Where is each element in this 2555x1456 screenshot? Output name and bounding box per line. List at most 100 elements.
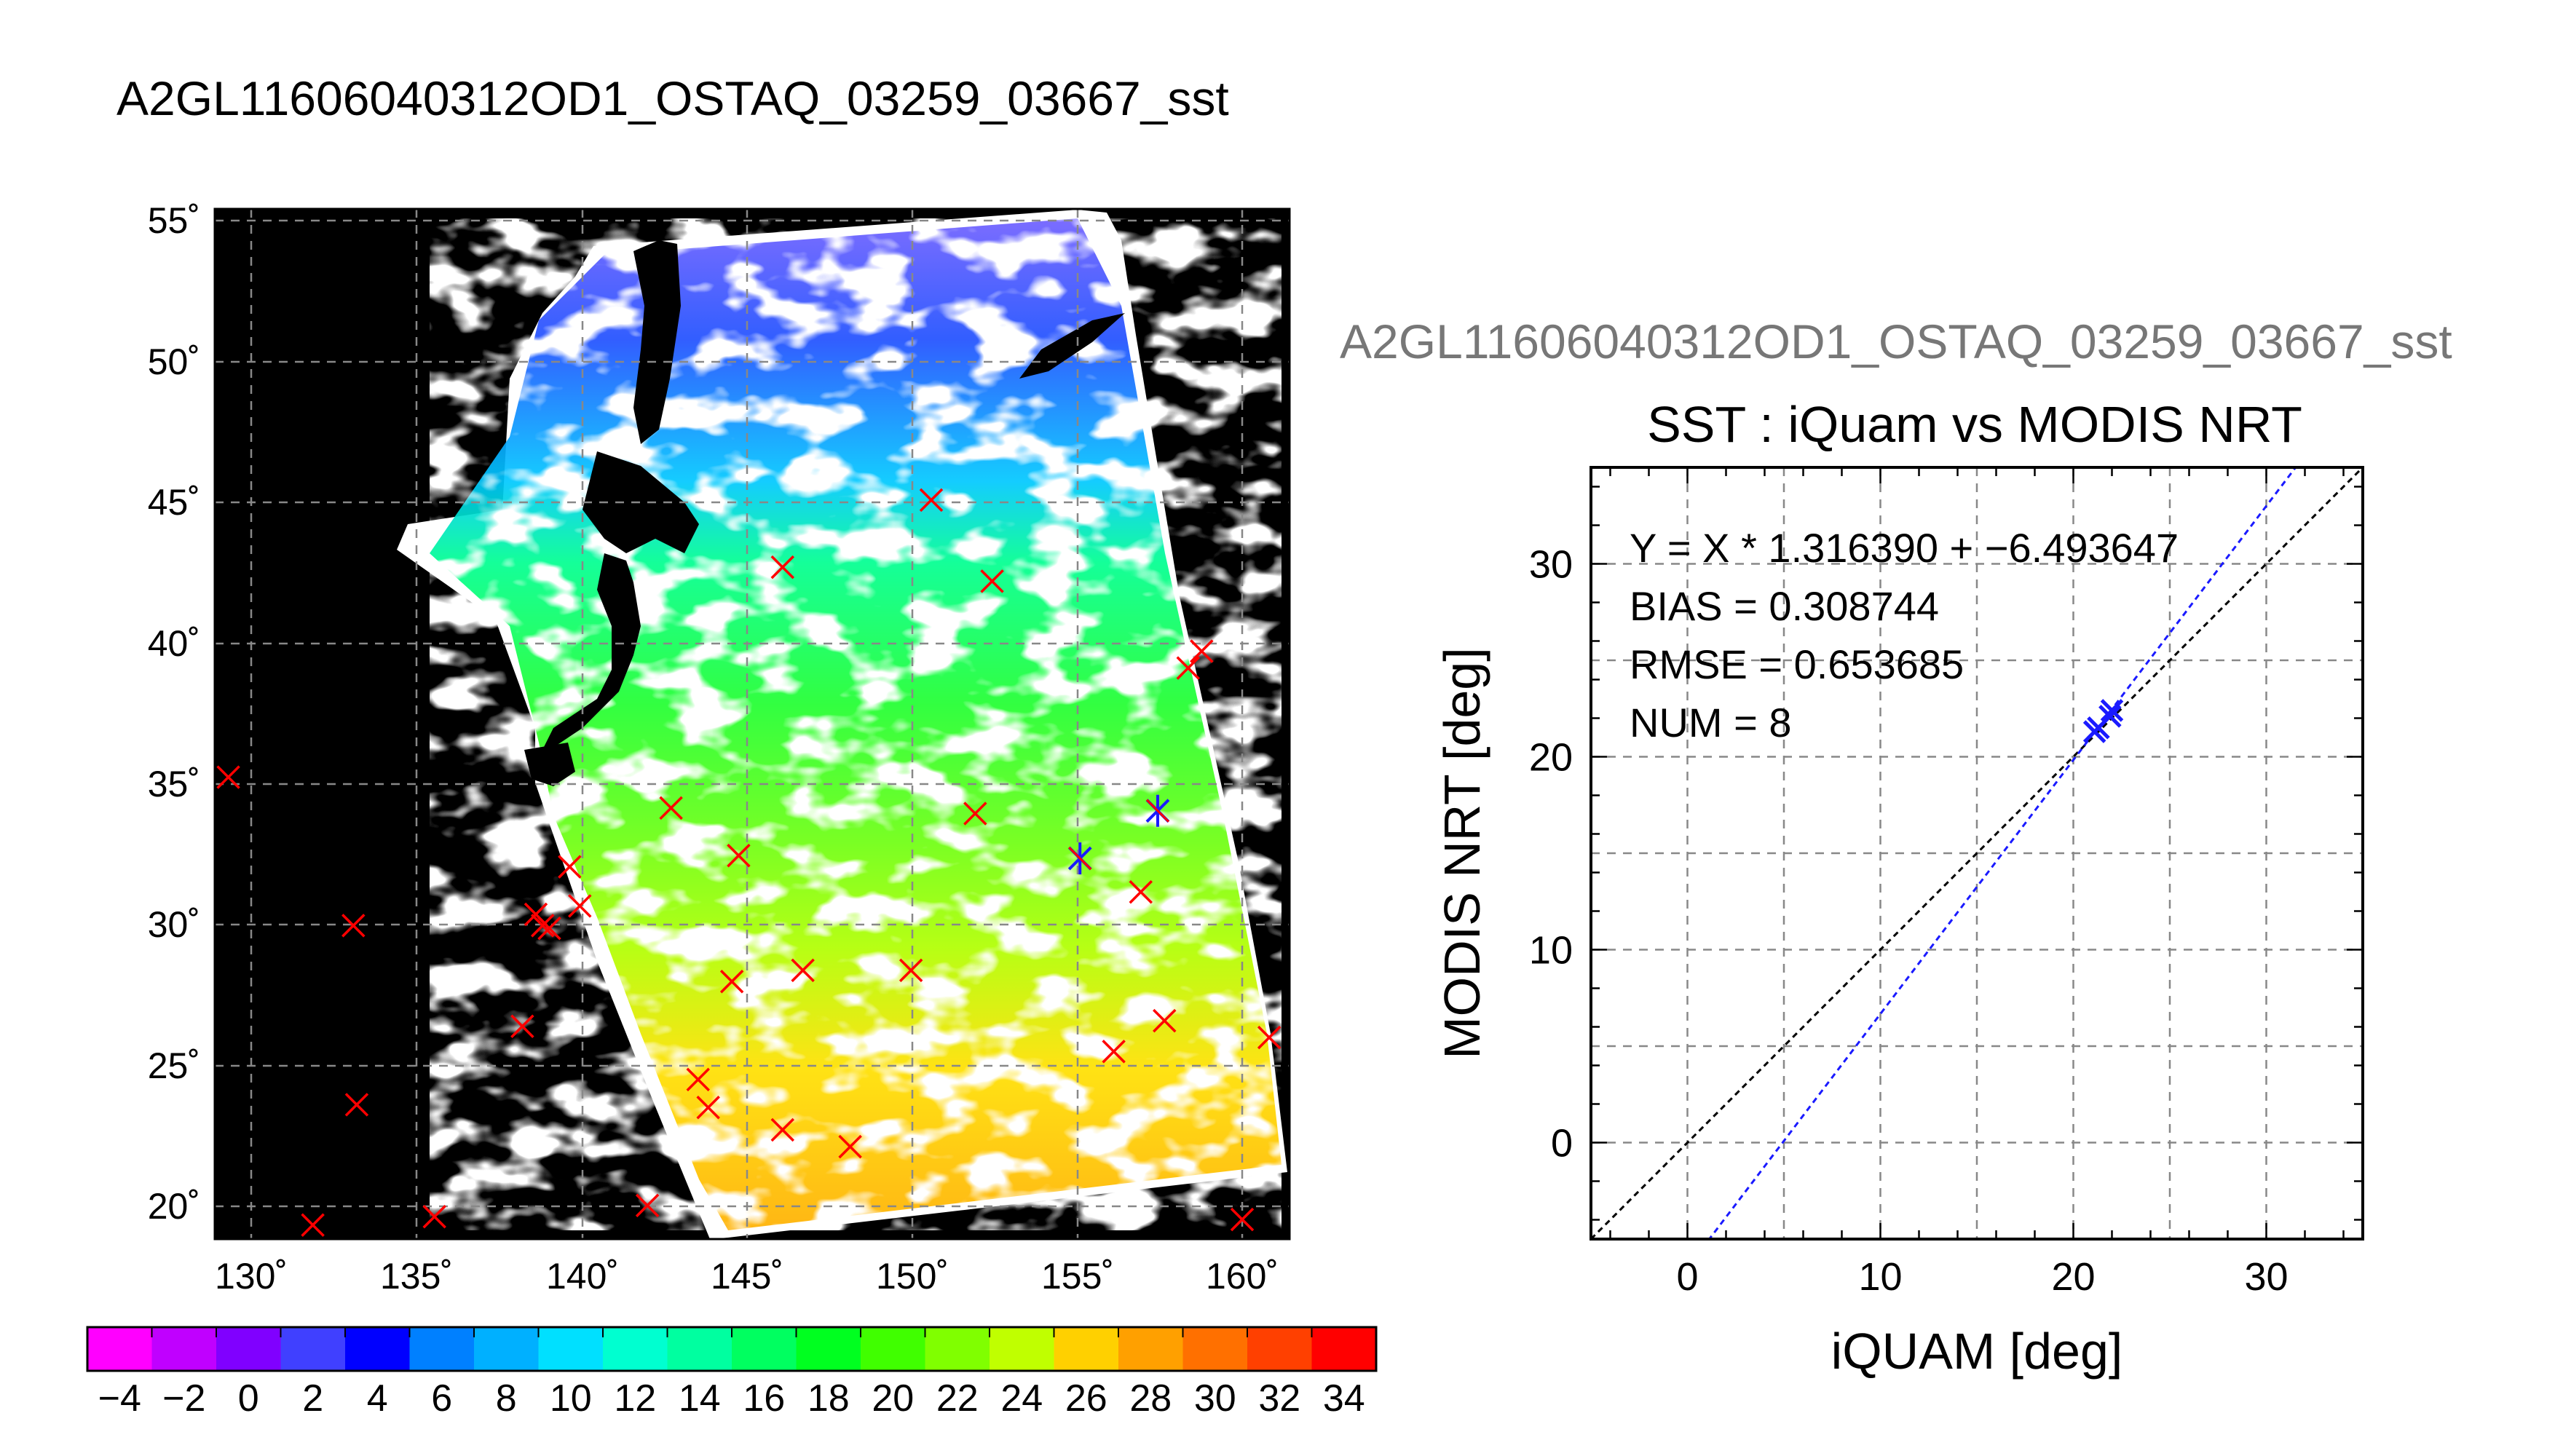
data-point — [2098, 705, 2122, 728]
matchup-marker — [963, 802, 987, 826]
matchup-marker — [1190, 639, 1214, 663]
colorbar-tick-label: 2 — [302, 1377, 323, 1420]
colorbar-tick-label: 22 — [936, 1377, 979, 1420]
colorbar-cell — [1182, 1327, 1248, 1371]
data-point — [2100, 699, 2124, 722]
scatter-grid — [1591, 467, 2363, 1239]
colorbar-tick-label: −4 — [98, 1377, 141, 1420]
lat-tick-label: 20˚ — [148, 1186, 200, 1227]
x-tick-label: 20 — [2051, 1255, 2095, 1299]
colorbar-cell — [1311, 1327, 1377, 1371]
rmse-stat: RMSE = 0.653685 — [1630, 641, 1964, 687]
scatter-title: SST : iQuam vs MODIS NRT — [1647, 396, 2302, 453]
colorbar-tick-label: 18 — [807, 1377, 850, 1420]
colorbar-cell — [861, 1327, 925, 1371]
matchup-marker — [635, 1193, 660, 1218]
colorbar-cell — [1118, 1327, 1183, 1371]
matchup-marker — [980, 569, 1004, 593]
lon-tick-label: 140˚ — [546, 1256, 619, 1297]
matchup-marker — [1176, 656, 1200, 680]
map-grid — [215, 209, 1290, 1239]
colorbar-frame — [86, 1326, 1378, 1372]
colorbar-tick-label: 12 — [614, 1377, 656, 1420]
matchup-marker — [301, 1213, 325, 1238]
map-frame — [213, 207, 1291, 1241]
colorbar: −4 −2 0 2 4 6 8 10 12 14 16 18 20 22 24 26 28 30 32 34 — [86, 1326, 1378, 1420]
x-tick-label: 0 — [1676, 1255, 1698, 1299]
colorbar-tick-label: 16 — [743, 1377, 785, 1420]
matchup-marker — [216, 765, 240, 789]
valid-matchup-marker — [1145, 794, 1170, 827]
colorbar-cell — [925, 1327, 990, 1371]
colorbar-cell — [151, 1327, 217, 1371]
regression-line — [1707, 467, 2297, 1239]
lat-tick-label: 30˚ — [148, 904, 200, 945]
lat-axis-labels: 55˚ 50˚ 45˚ 40˚ 35˚ 30˚ 25˚ 20˚ — [148, 200, 200, 1227]
lon-tick-label: 130˚ — [215, 1256, 288, 1297]
lat-tick-label: 25˚ — [148, 1045, 200, 1086]
colorbar-cell — [1247, 1327, 1312, 1371]
colorbar-cell — [474, 1327, 539, 1371]
matchup-marker — [558, 855, 582, 879]
matchup-marker — [341, 914, 366, 938]
colorbar-tick-label: 30 — [1194, 1377, 1236, 1420]
matchup-marker — [659, 796, 683, 820]
colorbar-tick-label: 26 — [1065, 1377, 1107, 1420]
lat-tick-label: 50˚ — [148, 341, 200, 382]
map-markers — [216, 488, 1282, 1238]
y-tick-label: 30 — [1529, 543, 1573, 587]
colorbar-tick-label: 24 — [1000, 1377, 1043, 1420]
matchup-marker — [510, 1014, 534, 1039]
colorbar-cell — [538, 1327, 604, 1371]
land-masses — [524, 240, 1125, 786]
bias-stat: BIAS = 0.308744 — [1630, 583, 1939, 629]
colorbar-cell — [345, 1327, 410, 1371]
colorbar-cell — [603, 1327, 668, 1371]
y-tick-label: 20 — [1529, 736, 1573, 780]
matchup-marker — [1102, 1040, 1126, 1064]
valid-matchup-marker — [1067, 842, 1092, 875]
lon-tick-label: 145˚ — [711, 1256, 783, 1297]
lat-tick-label: 40˚ — [148, 623, 200, 664]
map-title: A2GL11606040312OD1_OSTAQ_03259_03667_sst — [117, 71, 1229, 125]
lat-tick-label: 45˚ — [148, 482, 200, 523]
colorbar-cells — [87, 1327, 1377, 1371]
colorbar-tick-label: −2 — [162, 1377, 205, 1420]
lat-tick-label: 55˚ — [148, 200, 200, 241]
matchup-marker — [537, 916, 561, 941]
colorbar-cell — [87, 1327, 152, 1371]
colorbar-tick-label: 0 — [238, 1377, 259, 1420]
lat-tick-label: 35˚ — [148, 764, 200, 804]
identity-line — [1591, 467, 2363, 1239]
y-tick-label: 0 — [1551, 1122, 1573, 1166]
scatter-file-title: A2GL11606040312OD1_OSTAQ_03259_03667_sst — [1340, 314, 2452, 368]
matchup-marker — [770, 1117, 795, 1142]
matchup-marker — [727, 843, 751, 868]
colorbar-cell — [667, 1327, 732, 1371]
colorbar-cell — [1054, 1327, 1119, 1371]
colorbar-cell — [216, 1327, 281, 1371]
num-stat: NUM = 8 — [1630, 700, 1792, 745]
matchup-marker — [899, 958, 923, 983]
colorbar-labels: −4 −2 0 2 4 6 8 10 12 14 16 18 20 22 24 26 28 30 32 34 — [98, 1377, 1365, 1420]
colorbar-tick-label: 28 — [1129, 1377, 1172, 1420]
scatter-tick-labels: 0 10 20 30 0 10 20 30 — [1529, 543, 2289, 1299]
colorbar-tick-label: 8 — [496, 1377, 517, 1420]
scatter-lines — [1591, 467, 2363, 1239]
colorbar-tick-label: 6 — [431, 1377, 452, 1420]
x-tick-label: 10 — [1858, 1255, 1902, 1299]
matchup-marker — [838, 1134, 862, 1159]
matchup-marker — [568, 894, 592, 918]
matchup-marker — [686, 1067, 710, 1092]
matchup-marker — [791, 958, 815, 983]
scatter-plot: 0 10 20 30 0 10 20 30 Y = X * 1.316390 + −6.493… — [1434, 466, 2364, 1380]
matchup-marker — [919, 488, 944, 513]
x-tick-label: 30 — [2244, 1255, 2288, 1299]
colorbar-tick-label: 32 — [1258, 1377, 1300, 1420]
map-panel — [215, 209, 1290, 1239]
fit-equation: Y = X * 1.316390 + −6.493647 — [1630, 525, 2179, 571]
matchup-marker — [344, 1093, 369, 1117]
lon-axis-labels: 130˚ 135˚ 140˚ 145˚ 150˚ 155˚ 160˚ — [215, 1256, 1279, 1297]
matchup-marker — [1129, 879, 1153, 904]
